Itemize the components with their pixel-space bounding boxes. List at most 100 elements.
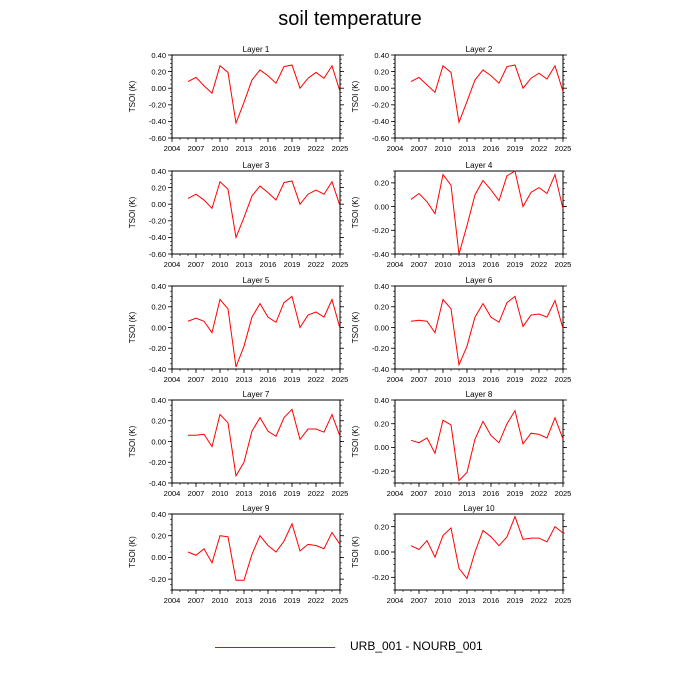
panel-10-xtick-label: 2019: [507, 596, 524, 605]
panel-3-ytick-label: 0.00: [151, 200, 166, 209]
panel-3-xtick-label: 2010: [212, 260, 229, 269]
panel-10-series-1-line: [410, 515, 564, 580]
panel-9-xtick-label: 2007: [188, 596, 205, 605]
panel-4-xtick-label: 2013: [459, 260, 476, 269]
panel-7-ytick-label: -0.20: [149, 458, 166, 467]
panel-8-ytick-label: -0.20: [372, 467, 389, 476]
panel-9-xtick-label: 2013: [236, 596, 253, 605]
panel-10-xtick-label: 2022: [531, 596, 548, 605]
legend-label: URB_001 - NOURB_001: [350, 639, 483, 653]
panel-8-xtick-label: 2022: [531, 489, 548, 498]
panel-1-frame: [171, 54, 341, 139]
panel-2-xtick-label: 2004: [387, 144, 404, 153]
panel-10-frame: [394, 513, 564, 591]
panel-1-ytick-label: -0.20: [149, 101, 166, 110]
panel-5-xtick-label: 2025: [332, 375, 349, 384]
panel-8-xtick-label: 2004: [387, 489, 404, 498]
panel-6-xtick-label: 2010: [435, 375, 452, 384]
panel-8-xtick-label: 2019: [507, 489, 524, 498]
panel-6-ylabel: TSOI (K): [351, 311, 360, 343]
panel-3-ytick-label: -0.60: [149, 250, 166, 259]
legend: URB_001 - NOURB_001: [0, 636, 700, 660]
panel-1-title: Layer 1: [243, 45, 270, 54]
panel-5-title: Layer 5: [243, 276, 270, 285]
panel-6-xtick-label: 2016: [483, 375, 500, 384]
panel-5-series-1-line: [187, 295, 341, 368]
panel-10-ytick-label: 0.00: [374, 548, 389, 557]
panel-2-xtick-label: 2010: [435, 144, 452, 153]
panel-8-ylabel: TSOI (K): [351, 425, 360, 457]
panel-7: Layer 7 TSOI (K) -0.40 -0.20 0.00 0.20 0.40 200…: [128, 390, 348, 498]
panel-7-xtick-label: 2010: [212, 489, 229, 498]
panel-3-xtick-label: 2004: [164, 260, 181, 269]
panel-6-frame: [394, 285, 564, 370]
panel-5-xtick-label: 2022: [308, 375, 325, 384]
panel-5-xtick-label: 2019: [284, 375, 301, 384]
panel-8-ytick-label: 0.40: [374, 396, 389, 405]
panel-7-frame: [171, 399, 341, 484]
panel-1-ytick-label: 0.40: [151, 51, 166, 60]
panel-9-ytick-label: 0.00: [151, 553, 166, 562]
panel-7-title: Layer 7: [243, 390, 270, 399]
panel-7-ytick-label: 0.40: [151, 396, 166, 405]
panel-6-ytick-label: 0.20: [374, 303, 389, 312]
panel-3-xtick-label: 2019: [284, 260, 301, 269]
panel-8-title: Layer 8: [466, 390, 493, 399]
figure-title: soil temperature: [278, 8, 422, 30]
panel-3-ytick-label: 0.40: [151, 167, 166, 176]
panel-3: Layer 3 TSOI (K) -0.60 -0.40 -0.20 0.00 0.20 0.…: [128, 161, 348, 269]
panel-10-xtick-label: 2025: [555, 596, 572, 605]
panel-9-xtick-label: 2022: [308, 596, 325, 605]
panel-6-ytick-label: -0.40: [372, 365, 389, 374]
panel-6-xtick-label: 2004: [387, 375, 404, 384]
panel-3-xtick-label: 2016: [260, 260, 277, 269]
panel-5-ytick-label: 0.00: [151, 323, 166, 332]
panel-4-xtick-label: 2004: [387, 260, 404, 269]
panel-4-frame: [394, 170, 564, 255]
panel-9-ytick-label: 0.20: [151, 532, 166, 541]
panel-4-series-1-line: [410, 170, 564, 255]
panel-2-ytick-label: 0.40: [374, 51, 389, 60]
panel-4-ylabel: TSOI (K): [351, 196, 360, 228]
panel-10-ytick-label: -0.20: [372, 573, 389, 582]
panel-1-ytick-label: 0.20: [151, 67, 166, 76]
panel-10-title: Layer 10: [463, 504, 495, 513]
panel-2-xtick-label: 2016: [483, 144, 500, 153]
panel-3-series-1-line: [187, 180, 341, 240]
panel-4-xtick-label: 2025: [555, 260, 572, 269]
panel-7-xtick-label: 2025: [332, 489, 349, 498]
panel-5-xtick-label: 2007: [188, 375, 205, 384]
panel-1-xtick-label: 2007: [188, 144, 205, 153]
panel-4-ytick-label: -0.20: [372, 226, 389, 235]
panel-6-xtick-label: 2013: [459, 375, 476, 384]
panel-7-xtick-label: 2019: [284, 489, 301, 498]
panel-7-xtick-label: 2007: [188, 489, 205, 498]
panel-3-ytick-label: -0.40: [149, 233, 166, 242]
panel-8-xtick-label: 2025: [555, 489, 572, 498]
panel-5-ytick-label: -0.40: [149, 365, 166, 374]
panel-6-title: Layer 6: [466, 276, 493, 285]
panel-10-xtick-label: 2016: [483, 596, 500, 605]
panel-1-ytick-label: -0.40: [149, 117, 166, 126]
panel-7-series-1-line: [188, 408, 341, 478]
panel-9: Layer 9 TSOI (K) -0.20 0.00 0.20 0.40 2004 2007…: [128, 504, 348, 605]
panel-3-xtick-label: 2007: [188, 260, 205, 269]
panel-8: Layer 8 TSOI (K) -0.20 0.00 0.20 0.40 2004 2007…: [351, 390, 571, 498]
panel-9-title: Layer 9: [243, 504, 270, 513]
panel-3-xtick-label: 2025: [332, 260, 349, 269]
panel-4-ytick-label: 0.20: [374, 179, 389, 188]
panel-6-ytick-label: -0.20: [372, 344, 389, 353]
panel-9-xtick-label: 2004: [164, 596, 181, 605]
panel-4-ytick-label: 0.00: [374, 202, 389, 211]
panel-4-ytick-label: -0.40: [372, 250, 389, 259]
panel-1-xtick-label: 2013: [236, 144, 253, 153]
panel-6-xtick-label: 2025: [555, 375, 572, 384]
panel-3-title: Layer 3: [243, 161, 270, 170]
panel-5-xtick-label: 2004: [164, 375, 181, 384]
panel-8-xtick-label: 2010: [435, 489, 452, 498]
panel-1-ytick-label: -0.60: [149, 134, 166, 143]
panel-9-xtick-label: 2019: [284, 596, 301, 605]
panel-2-xtick-label: 2025: [555, 144, 572, 153]
panel-2-xtick-label: 2007: [411, 144, 428, 153]
